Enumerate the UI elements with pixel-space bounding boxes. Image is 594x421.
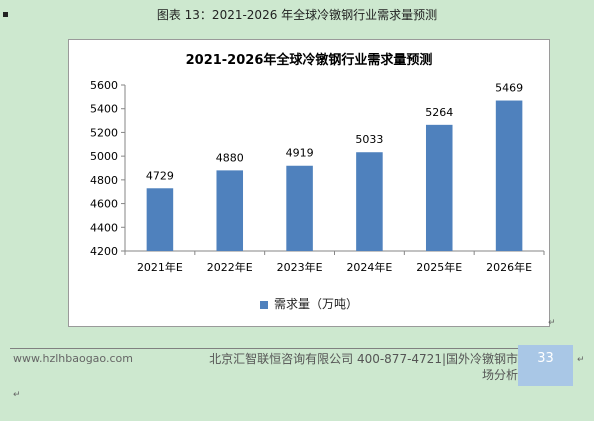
- data-label: 4729: [146, 169, 174, 182]
- footer-divider: [10, 348, 518, 349]
- chart-legend: 需求量（万吨）: [69, 295, 549, 312]
- y-tick-label: 5000: [90, 150, 118, 163]
- x-tick-label: 2023年E: [277, 260, 323, 274]
- page-number-box: 33: [518, 345, 573, 386]
- bar: [356, 152, 383, 251]
- data-label: 5264: [425, 106, 453, 119]
- data-label: 5033: [355, 133, 383, 146]
- bar: [425, 124, 453, 251]
- footer-website: www.hzlhbaogao.com: [13, 352, 133, 365]
- bar: [286, 165, 313, 251]
- bar: [495, 100, 523, 251]
- x-tick-label: 2024年E: [346, 260, 392, 274]
- y-tick-label: 4800: [90, 174, 118, 187]
- x-tick-label: 2026年E: [486, 260, 532, 274]
- figure-caption: 图表 13：2021-2026 年全球冷镦钢行业需求量预测: [156, 8, 438, 22]
- y-tick-label: 5400: [90, 103, 118, 116]
- x-tick-label: 2022年E: [207, 260, 253, 274]
- bullet-marker: [3, 12, 8, 17]
- bar: [146, 188, 174, 251]
- y-tick-label: 4400: [90, 221, 118, 234]
- page-number: 33: [537, 351, 554, 366]
- y-tick-label: 4200: [90, 245, 118, 258]
- data-label: 4880: [216, 151, 244, 164]
- y-tick-label: 4600: [90, 198, 118, 211]
- paragraph-mark: ↵: [577, 355, 585, 365]
- x-tick-label: 2021年E: [137, 260, 183, 274]
- legend-label: 需求量（万吨）: [273, 297, 358, 311]
- footer-company: 北京汇智联恒咨询有限公司 400-877-4721|国外冷镦钢市场分析: [209, 352, 518, 382]
- y-tick-label: 5600: [90, 79, 118, 92]
- chart-container: 2021-2026年全球冷镦钢行业需求量预测 4200 4400 4600 4800 50…: [68, 39, 550, 327]
- legend-swatch: [259, 300, 268, 309]
- bar: [216, 170, 244, 251]
- paragraph-mark: ↵: [13, 390, 21, 400]
- paragraph-mark: ↵: [548, 318, 556, 328]
- chart-title: 2021-2026年全球冷镦钢行业需求量预测: [186, 52, 433, 68]
- bar-chart: 2021-2026年全球冷镦钢行业需求量预测 4200 4400 4600 4800 50…: [90, 52, 545, 274]
- x-tick-label: 2025年E: [416, 260, 462, 274]
- data-label: 5469: [495, 82, 523, 95]
- y-tick-label: 5200: [90, 126, 118, 139]
- data-label: 4919: [286, 147, 314, 160]
